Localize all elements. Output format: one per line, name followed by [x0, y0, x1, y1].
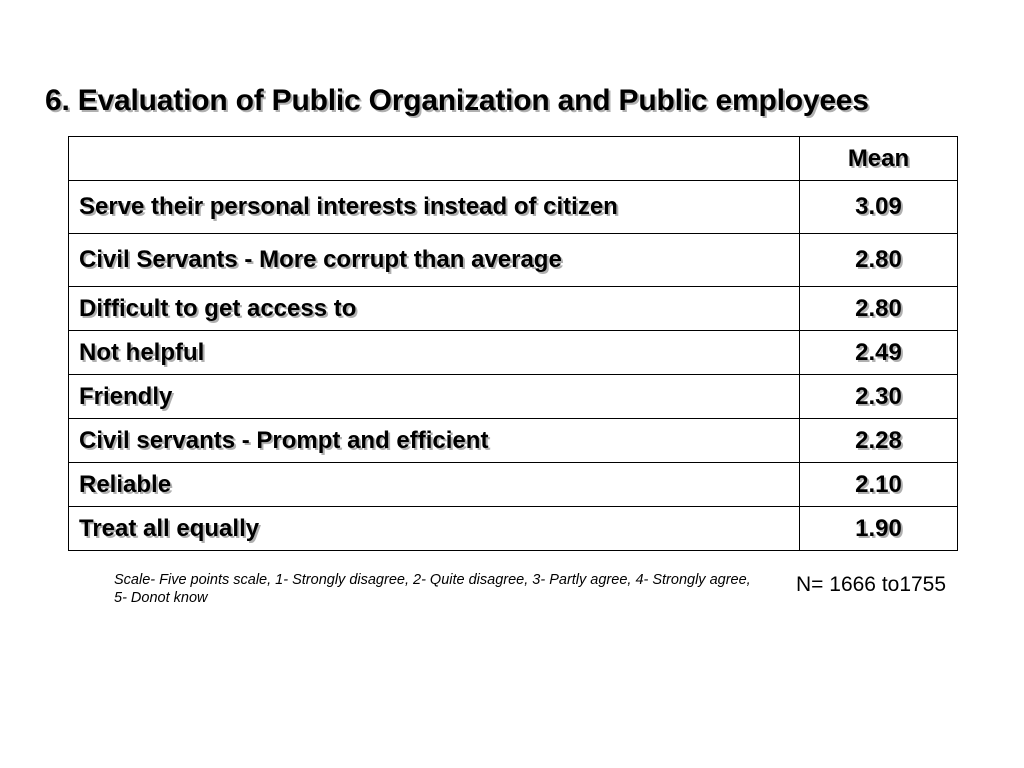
row-label: Civil Servants - More corrupt than avera…: [68, 233, 800, 287]
table-row: Treat all equally 1.90: [68, 506, 958, 551]
row-mean: 2.10: [799, 462, 958, 507]
row-mean: 2.49: [799, 330, 958, 375]
row-mean: 2.80: [799, 286, 958, 331]
table-row: Not helpful 2.49: [68, 330, 958, 375]
header-mean-cell: Mean: [799, 136, 958, 181]
table-row: Reliable 2.10: [68, 462, 958, 507]
row-label: Not helpful: [68, 330, 800, 375]
table-row: Civil servants - Prompt and efficient 2.…: [68, 418, 958, 463]
row-label: Friendly: [68, 374, 800, 419]
header-label-cell: [68, 136, 800, 181]
table-header-row: Mean: [68, 136, 958, 181]
table-row: Civil Servants - More corrupt than avera…: [68, 233, 958, 287]
row-mean: 2.80: [799, 233, 958, 287]
row-mean: 3.09: [799, 180, 958, 234]
row-mean: 1.90: [799, 506, 958, 551]
row-label: Treat all equally: [68, 506, 800, 551]
scale-footnote: Scale- Five points scale, 1- Strongly di…: [114, 572, 751, 606]
row-mean: 2.28: [799, 418, 958, 463]
table-row: Difficult to get access to 2.80: [68, 286, 958, 331]
slide-title: 6. Evaluation of Public Organization and…: [45, 84, 869, 117]
row-label: Serve their personal interests instead o…: [68, 180, 800, 234]
row-label: Civil servants - Prompt and efficient: [68, 418, 800, 463]
evaluation-table: Mean Serve their personal interests inst…: [68, 136, 958, 551]
row-label: Difficult to get access to: [68, 286, 800, 331]
row-mean: 2.30: [799, 374, 958, 419]
sample-size-note: N= 1666 to1755: [796, 573, 947, 596]
row-label: Reliable: [68, 462, 800, 507]
table-row: Friendly 2.30: [68, 374, 958, 419]
table-row: Serve their personal interests instead o…: [68, 180, 958, 234]
